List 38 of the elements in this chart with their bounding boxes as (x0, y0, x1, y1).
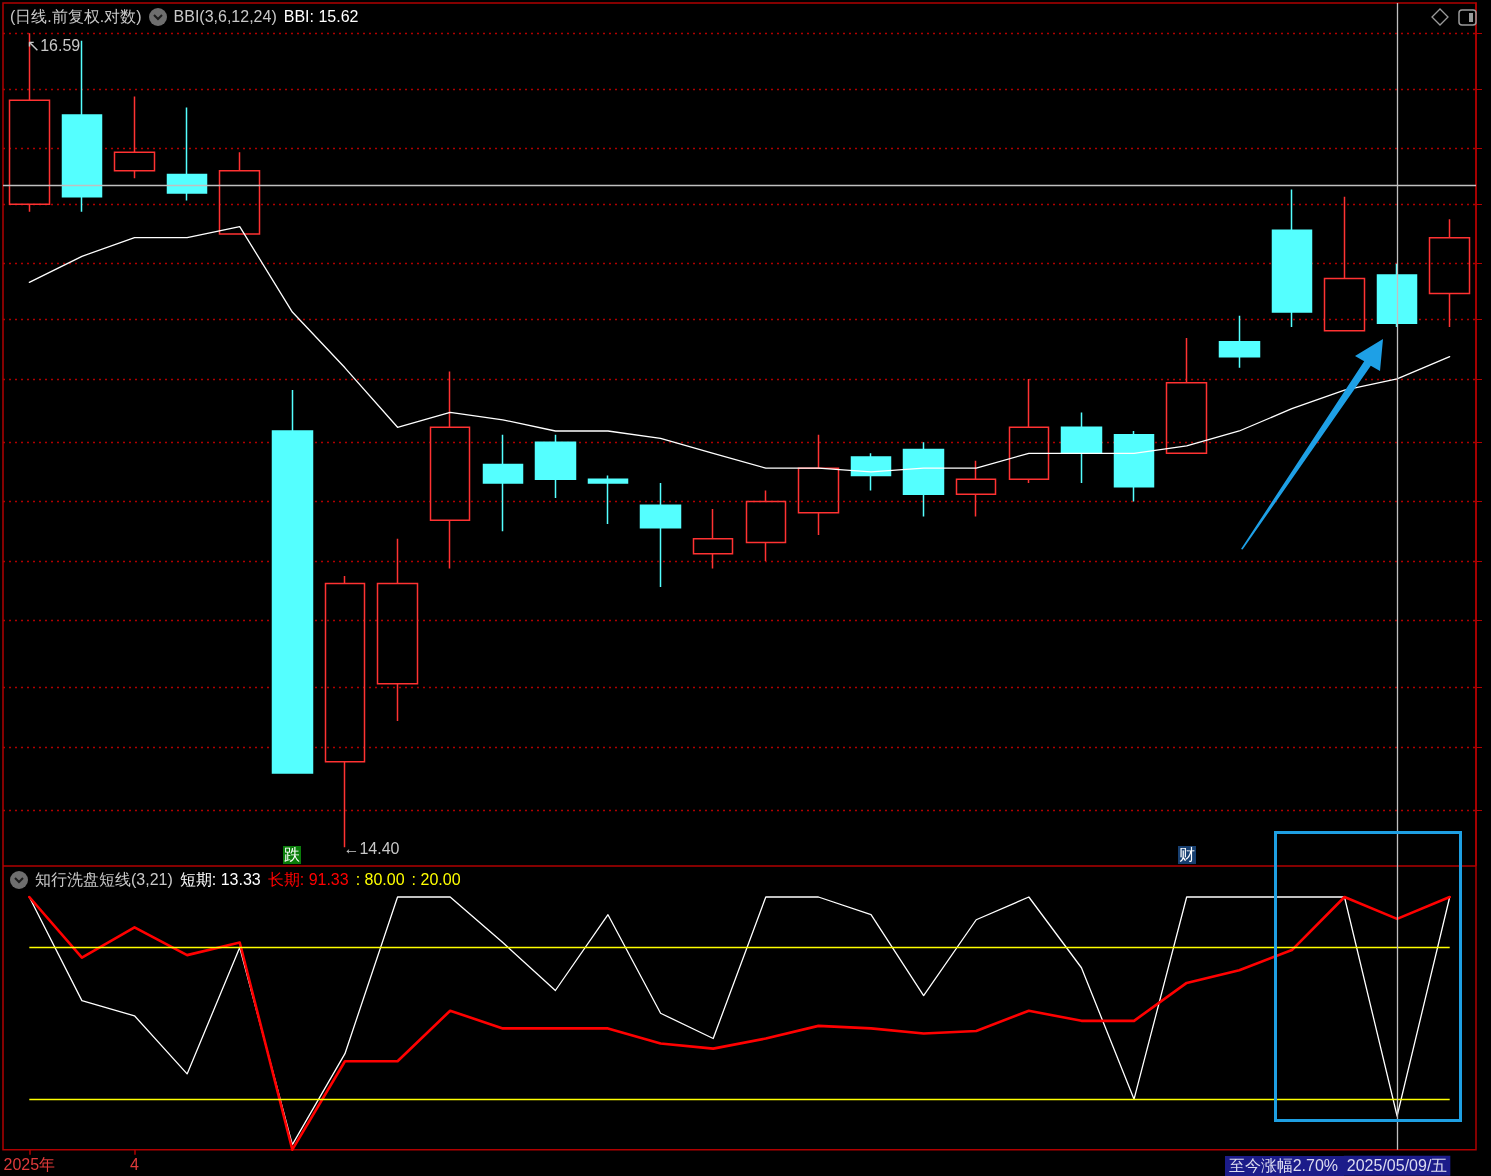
candlestick (639, 482, 682, 588)
candlestick (745, 489, 787, 562)
annotation: 财 (1177, 846, 1196, 864)
candlestick (692, 508, 734, 570)
chart-subtitle: BBI(3,6,12,24) (173, 8, 277, 26)
text: : 20.00 (411, 871, 461, 889)
candlestick (482, 433, 524, 533)
candlestick (1008, 378, 1050, 484)
candlestick (1218, 315, 1261, 369)
text: BBI: 15.62 (283, 8, 359, 26)
candlestick (1060, 411, 1103, 484)
annotation: ←14.40 (343, 839, 400, 857)
text: 短期: 13.33 (179, 869, 261, 890)
text: 长期: 91.33 (267, 869, 349, 890)
text: : 80.00 (355, 871, 405, 889)
candlestick (534, 433, 577, 499)
candlestick (271, 389, 314, 774)
candlestick (955, 459, 997, 518)
candlestick (1376, 262, 1418, 328)
candlestick (850, 452, 892, 492)
candlestick (587, 474, 629, 525)
chart-title: (日线.前复权.对数) (10, 6, 142, 27)
candlestick (1323, 196, 1366, 332)
candlestick (902, 441, 945, 518)
candlestick (1113, 430, 1155, 503)
candlestick (376, 538, 419, 722)
text: 至今涨幅2.70% (1224, 1156, 1345, 1176)
candlestick (1271, 188, 1313, 328)
candlestick (166, 106, 208, 202)
candlestick (113, 95, 156, 179)
x-tick-label: 2025年 (3, 1156, 56, 1174)
annotation: 跌 (283, 846, 302, 864)
x-tick-label: 4 (130, 1156, 140, 1174)
chart-title: 知行洗盘短线(3,21) (35, 869, 173, 890)
candlestick (429, 370, 471, 570)
x-tick-label: 2025/05/09/五 (1346, 1157, 1448, 1175)
candlestick (1165, 337, 1208, 455)
candlestick (1428, 218, 1471, 328)
